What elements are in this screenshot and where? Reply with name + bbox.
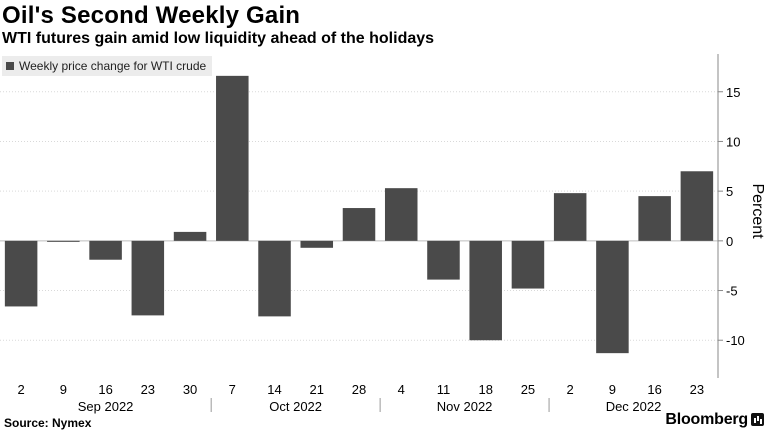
x-tick-label: 9: [609, 382, 616, 397]
x-tick-label: 25: [521, 382, 535, 397]
y-tick-label: -5: [726, 284, 738, 299]
bar: [680, 171, 714, 241]
bar: [342, 208, 376, 241]
bar: [4, 240, 38, 307]
x-tick-label: 28: [352, 382, 366, 397]
x-tick-label: 14: [267, 382, 281, 397]
month-label: Dec 2022: [606, 399, 662, 414]
x-tick-label: 9: [60, 382, 67, 397]
source-note: Source: Nymex: [4, 416, 92, 430]
bar: [553, 193, 587, 241]
month-label: Sep 2022: [78, 399, 134, 414]
x-tick-label: 23: [690, 382, 704, 397]
y-axis-label: Percent: [749, 183, 766, 239]
bar: [131, 240, 165, 316]
x-tick-label: 2: [18, 382, 25, 397]
month-label: Nov 2022: [437, 399, 493, 414]
y-tick-label: 0: [726, 234, 733, 249]
bar: [300, 240, 334, 248]
bloomberg-logo: Bloomberg: [665, 411, 748, 428]
bar: [216, 75, 249, 241]
legend-label: Weekly price change for WTI crude: [19, 59, 207, 73]
legend-swatch: [6, 62, 14, 70]
bar: [384, 188, 418, 241]
y-tick-label: 10: [726, 134, 740, 149]
legend: Weekly price change for WTI crude: [2, 56, 213, 76]
chart-subtitle: WTI futures gain amid low liquidity ahea…: [2, 30, 435, 47]
bar: [469, 240, 502, 341]
y-axis: 15 10 5 0 -5 -10 Percent: [717, 54, 766, 378]
bar: [258, 240, 291, 317]
bar: [89, 240, 122, 260]
bar: [638, 196, 671, 241]
x-tick-label: 7: [229, 382, 236, 397]
bars: [4, 75, 714, 354]
chart-title: Oil's Second Weekly Gain: [2, 2, 301, 29]
y-tick-label: 5: [726, 184, 733, 199]
x-tick-label: 2: [567, 382, 574, 397]
bar: [47, 240, 80, 242]
bloomberg-chart-icon: [751, 413, 764, 426]
bar: [596, 240, 629, 354]
x-tick-label: 30: [183, 382, 197, 397]
x-tick-label: 11: [437, 382, 451, 397]
x-tick-label: 18: [478, 382, 492, 397]
x-tick-label: 16: [98, 382, 112, 397]
x-axis: 2 9 16 23 30 7 14 21 28 4 11 18 25 2 9 16 23 Sep 2022 Oct …: [18, 382, 705, 414]
x-tick-label: 21: [310, 382, 324, 397]
month-label: Oct 2022: [269, 399, 322, 414]
y-tick-label: -10: [726, 333, 745, 348]
bar: [173, 231, 207, 241]
bar: [427, 240, 460, 280]
x-tick-label: 23: [141, 382, 155, 397]
x-tick-label: 16: [647, 382, 661, 397]
x-tick-label: 4: [398, 382, 405, 397]
bar: [511, 240, 545, 289]
y-tick-label: 15: [726, 85, 740, 100]
